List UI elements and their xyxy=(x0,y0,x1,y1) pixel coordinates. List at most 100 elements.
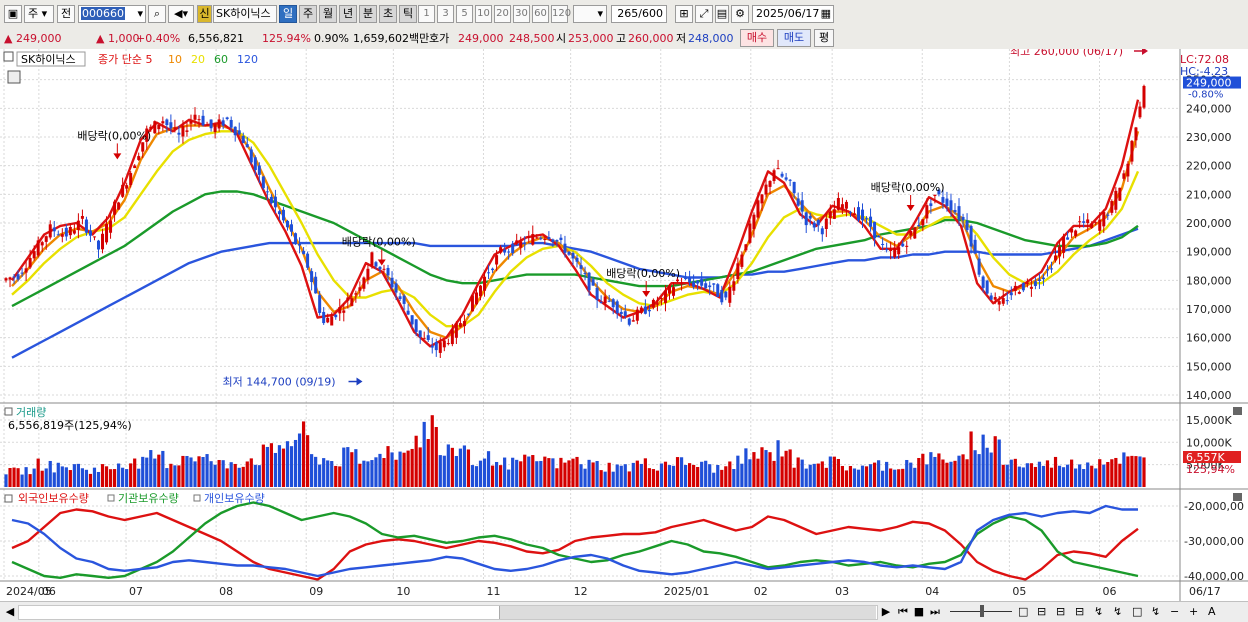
interval-button[interactable]: 60 xyxy=(532,5,549,23)
zoom-slider[interactable] xyxy=(950,605,1012,617)
jump-end-icon[interactable]: ⏭ xyxy=(930,605,940,618)
volume-bar xyxy=(16,468,20,487)
change-value: 1,000 xyxy=(107,32,140,45)
candle-body xyxy=(929,203,933,207)
panel-menu-icon[interactable] xyxy=(3,51,14,62)
candle-body xyxy=(748,223,752,243)
interval-button[interactable]: 10 xyxy=(475,5,492,23)
sell-button[interactable]: 매도 xyxy=(777,29,811,47)
price-value: 249,000 xyxy=(15,32,62,45)
interval-button[interactable]: 20 xyxy=(494,5,511,23)
window-menu-icon[interactable]: ▣ xyxy=(4,5,22,23)
volume-bar xyxy=(1070,459,1074,487)
candle-body xyxy=(672,287,676,296)
count-input[interactable]: 265/600 xyxy=(611,5,667,23)
volume-bar xyxy=(905,459,909,487)
chart-tool-icon[interactable]: ⊟ xyxy=(1037,605,1047,618)
chevron-down-icon: ▾ xyxy=(137,7,143,20)
volume-bar xyxy=(643,458,647,487)
chart-tool-icon[interactable]: A xyxy=(1208,605,1216,618)
candle-body xyxy=(1102,212,1106,227)
chevron-down-icon: ▾ xyxy=(597,7,603,20)
period-button[interactable]: 틱 xyxy=(399,5,417,23)
chart-tool-icon[interactable]: □ xyxy=(1132,605,1143,618)
stock-chart[interactable]: 250,000240,000230,000220,000210,000200,0… xyxy=(0,49,1248,605)
candle-body xyxy=(129,173,133,185)
chart-tool-icon[interactable]: ↯ xyxy=(1151,605,1161,618)
chart-tool-icon[interactable]: ↯ xyxy=(1094,605,1104,618)
interval-button[interactable]: 30 xyxy=(513,5,530,23)
volume-bar xyxy=(820,461,824,487)
volume-bar xyxy=(157,454,161,487)
volume-bar xyxy=(125,469,129,487)
period-button[interactable]: 일 xyxy=(279,5,297,23)
candle-body xyxy=(869,216,873,227)
zoom-slider-handle[interactable] xyxy=(980,605,984,617)
chart-tool-icon[interactable]: + xyxy=(1189,605,1199,618)
period-button[interactable]: 월 xyxy=(319,5,337,23)
panel-menu-icon[interactable] xyxy=(4,494,13,503)
panel-menu-icon[interactable] xyxy=(4,407,13,416)
expand-icon[interactable]: ⤢ xyxy=(695,5,713,23)
period-button[interactable]: 분 xyxy=(359,5,377,23)
candle-body xyxy=(511,243,515,254)
candle-body xyxy=(499,247,503,253)
stop-icon[interactable]: ■ xyxy=(913,605,925,618)
legend-toggle-icon[interactable] xyxy=(193,494,201,502)
stock-code-input[interactable]: 000660 ▾ xyxy=(78,5,146,23)
buy-button[interactable]: 매수 xyxy=(740,29,774,47)
scroll-right-icon[interactable]: ▶ xyxy=(881,605,891,618)
gear-icon[interactable]: ⚙ xyxy=(731,5,749,23)
table-icon[interactable] xyxy=(7,70,21,84)
period-button[interactable]: 주 xyxy=(299,5,317,23)
volume-bar xyxy=(925,464,929,487)
date-input[interactable]: 2025/06/17 ▦ xyxy=(752,5,834,23)
period-type-select[interactable]: 주 ▾ xyxy=(24,5,54,23)
interval-button[interactable]: 120 xyxy=(551,5,571,23)
interval-select[interactable]: ▾ xyxy=(573,5,607,23)
scrollbar[interactable]: ◀ ▶ ⏮ ■ ⏭ □ ⊟ ⊟ ⊟ ↯ ↯ □ ↯ − + A xyxy=(0,601,1248,622)
chart-tool-icon[interactable]: ⊟ xyxy=(1075,605,1085,618)
stock-name-field[interactable]: SK하이닉스 xyxy=(213,5,277,23)
panel-close-icon[interactable] xyxy=(1233,407,1242,415)
speaker-icon[interactable]: ◀▾ xyxy=(168,5,194,23)
volume-bar xyxy=(265,446,269,487)
scroll-thumb[interactable] xyxy=(499,606,876,619)
candle-body xyxy=(840,204,844,209)
scroll-track[interactable] xyxy=(18,605,878,620)
legend-toggle-icon[interactable] xyxy=(107,494,115,502)
prev-button[interactable]: 전 xyxy=(57,5,75,23)
low-annotation: 최저 144,700 (09/19) xyxy=(223,376,336,389)
interval-button[interactable]: 5 xyxy=(456,5,473,23)
scroll-left-icon[interactable]: ◀ xyxy=(5,605,15,618)
volume-bar xyxy=(844,470,849,487)
eval-button[interactable]: 평 xyxy=(814,29,834,47)
candle-body xyxy=(483,276,487,291)
jump-start-icon[interactable]: ⏮ xyxy=(898,605,908,618)
save-icon[interactable]: ▤ xyxy=(715,5,729,23)
volume-bar xyxy=(96,471,101,487)
period-button[interactable]: 초 xyxy=(379,5,397,23)
chart-tool-icon[interactable]: ↯ xyxy=(1113,605,1123,618)
volume-bar xyxy=(1021,467,1025,487)
candle-body xyxy=(965,220,969,231)
search-icon[interactable]: ⌕ xyxy=(148,5,166,23)
volume-bar xyxy=(80,468,85,487)
chart-tool-icon[interactable]: □ xyxy=(1018,605,1029,618)
candle-body xyxy=(145,128,149,142)
candle-body xyxy=(76,220,80,230)
period-button[interactable]: 년 xyxy=(339,5,357,23)
volume-bar xyxy=(434,427,438,487)
volume-bar xyxy=(241,466,245,487)
candle-body xyxy=(181,125,185,137)
interval-button[interactable]: 3 xyxy=(437,5,454,23)
arrow-down-icon xyxy=(642,291,651,297)
volume-bar xyxy=(941,459,945,487)
crosshair-icon[interactable]: ⊞ xyxy=(675,5,693,23)
chart-tool-icon[interactable]: − xyxy=(1170,605,1180,618)
candle-body xyxy=(575,257,579,262)
candle-body xyxy=(997,301,1001,305)
chart-tool-icon[interactable]: ⊟ xyxy=(1056,605,1066,618)
interval-button[interactable]: 1 xyxy=(418,5,435,23)
panel-close-icon[interactable] xyxy=(1233,493,1242,501)
